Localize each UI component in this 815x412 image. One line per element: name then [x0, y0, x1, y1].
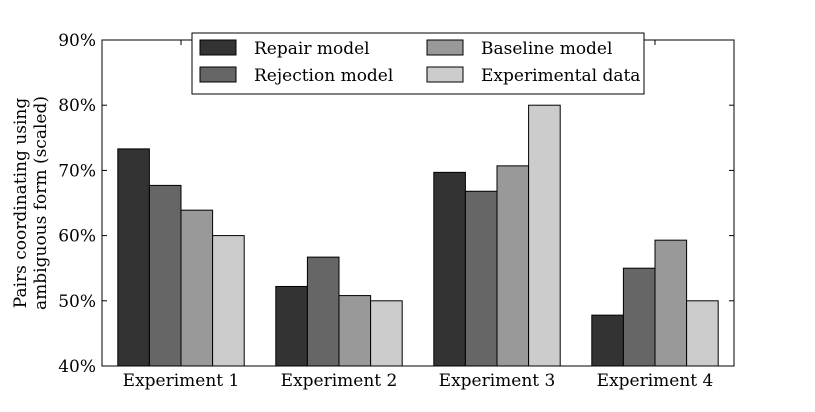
bar-repair-model-4: [591, 314, 624, 367]
y-axis-title-line: ambiguous form (scaled): [31, 96, 51, 310]
x-axis: Experiment 1 Experiment 2 Experiment 3 Expe…: [123, 40, 714, 391]
legend-swatch: [199, 66, 237, 83]
bar-repair-model-3: [433, 171, 466, 367]
bar-rejection-model-4: [622, 267, 656, 367]
y-tick-label: 40%: [58, 357, 96, 377]
y-tick-label: 50%: [58, 292, 96, 312]
bar-experimental-data-4: [686, 300, 719, 367]
legend-swatch: [426, 39, 464, 56]
legend-label: Experimental data: [481, 66, 640, 86]
y-axis-title-line: Pairs coordinating using: [11, 98, 31, 309]
y-tick-label: 80%: [58, 96, 96, 116]
legend-box: [191, 32, 645, 95]
x-category-label: Experiment 4: [597, 371, 714, 391]
bar-repair-model-2: [275, 285, 308, 367]
legend-label: Rejection model: [254, 66, 393, 86]
bar-experimental-data-2: [370, 300, 403, 367]
bar-experimental-data-1: [212, 235, 245, 367]
bar-rejection-model-3: [464, 190, 498, 367]
bars-group: [117, 104, 719, 367]
bar-rejection-model-2: [306, 256, 340, 367]
y-tick-label: 90%: [58, 31, 96, 51]
legend-swatch: [426, 66, 464, 83]
bar-repair-model-1: [117, 148, 150, 367]
bar-experimental-data-3: [528, 104, 561, 367]
y-tick-label: 70%: [58, 161, 96, 181]
y-axis-title: Pairs coordinating using ambiguous form (…: [11, 96, 51, 310]
legend-swatch: [199, 39, 237, 56]
bar-baseline-model-3: [496, 165, 530, 367]
legend-label: Baseline model: [481, 39, 612, 59]
legend: Repair model Rejection model Baseline mode…: [191, 32, 645, 95]
x-category-label: Experiment 3: [439, 371, 556, 391]
x-category-label: Experiment 1: [123, 371, 240, 391]
bar-rejection-model-1: [148, 184, 182, 367]
y-tick-label: 60%: [58, 227, 96, 247]
bar-baseline-model-2: [338, 295, 372, 367]
y-axis: 40% 50% 60% 70% 80% 90%: [58, 31, 734, 377]
bar-baseline-model-4: [654, 239, 688, 367]
legend-label: Repair model: [254, 39, 370, 59]
bar-baseline-model-1: [180, 209, 214, 367]
x-category-label: Experiment 2: [281, 371, 398, 391]
